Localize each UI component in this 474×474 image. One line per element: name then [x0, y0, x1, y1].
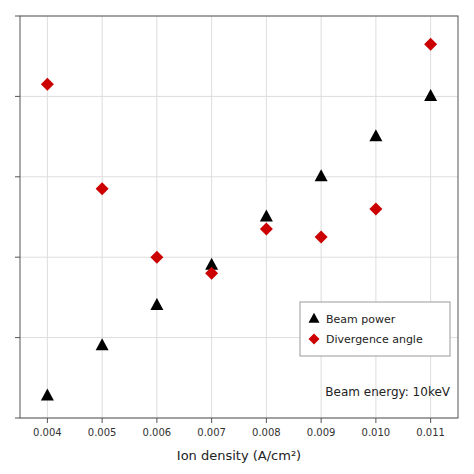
y-tick	[15, 337, 20, 338]
y-tick	[15, 257, 20, 258]
grid-line-x	[47, 16, 48, 418]
x-tick	[102, 418, 103, 423]
grid-line-y	[20, 257, 458, 258]
plot-frame	[20, 16, 458, 418]
point	[150, 298, 163, 310]
grid-line-x	[102, 16, 103, 418]
grid-line-y	[20, 96, 458, 97]
point	[369, 129, 382, 141]
annotation: Beam energy: 10keV	[325, 385, 450, 399]
x-tick	[430, 418, 431, 423]
x-tick-label: 0.005	[88, 427, 117, 438]
series	[41, 38, 437, 280]
y-tick	[15, 418, 20, 419]
point	[424, 38, 437, 51]
legend-marker	[309, 334, 320, 345]
point	[260, 223, 273, 236]
legend: Beam power Divergence angle	[300, 302, 450, 356]
chart: 0.004 0.005 0.006 0.007 0.008 0.009 0.010 0.011…	[0, 0, 474, 474]
legend-marker	[309, 313, 320, 323]
point	[41, 78, 54, 91]
x-tick-label: 0.009	[307, 427, 336, 438]
x-tick	[156, 418, 157, 423]
point	[41, 388, 54, 400]
legend-label: Beam power	[326, 313, 396, 326]
point	[96, 338, 109, 350]
grid-line-x	[211, 16, 212, 418]
point	[369, 202, 382, 215]
x-tick	[47, 418, 48, 423]
x-tick-label: 0.008	[252, 427, 281, 438]
grid-line-x	[430, 16, 431, 418]
grid-line-x	[321, 16, 322, 418]
point	[315, 169, 328, 181]
point	[260, 210, 273, 222]
grid-line-x	[156, 16, 157, 418]
x-tick	[266, 418, 267, 423]
y-tick	[15, 16, 20, 17]
point	[424, 89, 437, 101]
x-tick-label: 0.010	[362, 427, 391, 438]
x-tick-label: 0.004	[33, 427, 62, 438]
grid-line-y	[20, 176, 458, 177]
x-tick	[375, 418, 376, 423]
point	[315, 231, 328, 244]
point	[205, 267, 218, 280]
ticks: 0.004 0.005 0.006 0.007 0.008 0.009 0.010 0.011	[15, 16, 445, 438]
x-tick-label: 0.006	[143, 427, 172, 438]
x-tick	[211, 418, 212, 423]
grid	[20, 16, 458, 418]
y-tick	[15, 176, 20, 177]
point	[96, 182, 109, 195]
legend-box	[300, 302, 450, 356]
y-tick	[15, 96, 20, 97]
x-axis-label: Ion density (A/cm²)	[177, 448, 301, 463]
legend-label: Divergence angle	[326, 333, 423, 346]
x-tick-label: 0.007	[197, 427, 226, 438]
x-tick-label: 0.011	[416, 427, 445, 438]
grid-line-x	[375, 16, 376, 418]
x-tick	[321, 418, 322, 423]
point	[150, 251, 163, 264]
